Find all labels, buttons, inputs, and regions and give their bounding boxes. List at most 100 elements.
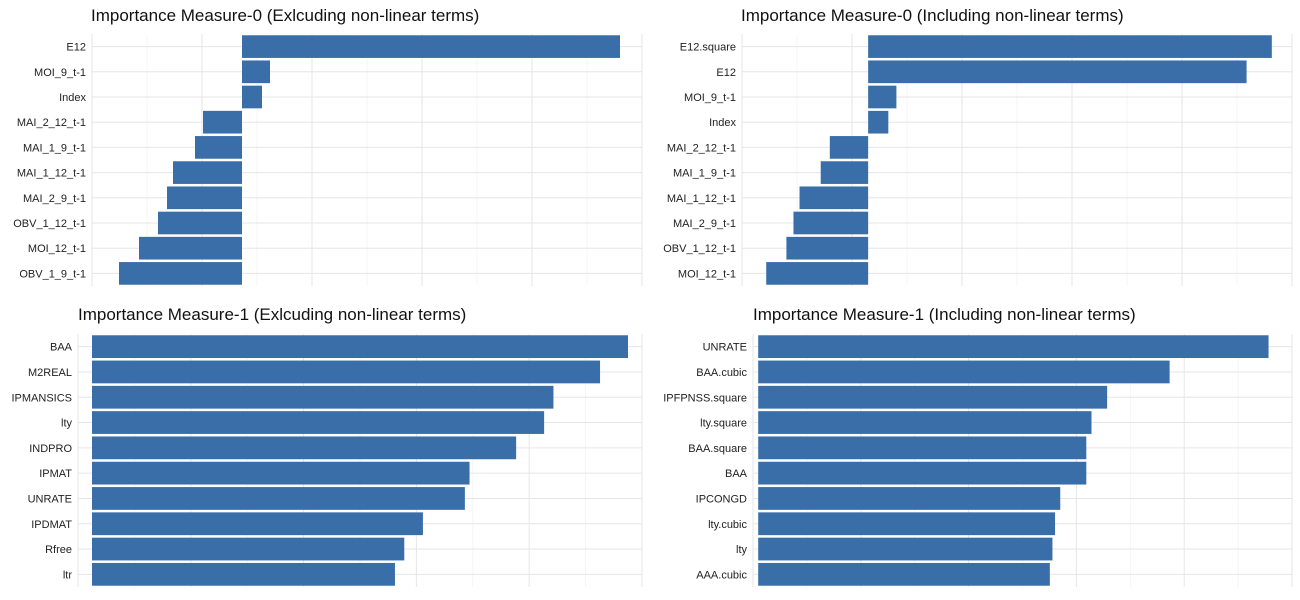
- chart-title: Importance Measure-1 (Including non-line…: [753, 305, 1136, 324]
- bar: [868, 60, 1247, 84]
- category-labels: UNRATE BAA.cubic IPFPNSS.square lty.square B…: [663, 342, 747, 582]
- bar: [820, 161, 869, 184]
- category-tick-label: MAI_2_9_t-1: [23, 193, 86, 205]
- bar: [758, 487, 1061, 510]
- bar: [91, 461, 470, 485]
- bar: [242, 60, 270, 84]
- bar: [758, 512, 1056, 536]
- category-tick-label: E12: [716, 67, 736, 79]
- bar: [242, 85, 262, 109]
- bar: [868, 35, 1272, 58]
- chart-panel-top-left: Importance Measure-0 (Exlcuding non-line…: [0, 0, 650, 300]
- chart-title: Importance Measure-1 (Exlcuding non-line…: [78, 305, 467, 324]
- bar-chart-plot: UNRATE BAA.cubic IPFPNSS.square lty.square B…: [663, 334, 1293, 587]
- bar-chart-plot: BAA M2REAL IPMANSICS lty INDPRO IPMAT UNRATE IP…: [11, 334, 643, 587]
- category-tick-label: BAA: [50, 342, 73, 354]
- bar: [167, 186, 242, 210]
- category-labels: E12.square E12 MOI_9_t-1 Index MAI_2_12_t-1 M…: [663, 42, 736, 281]
- bar: [91, 360, 601, 384]
- bar: [139, 236, 242, 260]
- category-tick-label: IPMANSICS: [11, 392, 72, 404]
- bar: [758, 411, 1092, 434]
- bar: [91, 411, 545, 434]
- bar: [758, 335, 1269, 359]
- category-tick-label: OBV_1_12_t-1: [663, 243, 736, 255]
- category-tick-label: MAI_1_12_t-1: [17, 168, 86, 180]
- bar: [758, 537, 1053, 561]
- bar: [758, 461, 1087, 485]
- bar: [793, 211, 869, 235]
- category-tick-label: INDPRO: [29, 443, 72, 455]
- bar: [766, 262, 869, 285]
- category-tick-label: lty.square: [700, 418, 747, 430]
- category-tick-label: AAA.cubic: [696, 569, 747, 581]
- category-tick-label: MAI_1_9_t-1: [23, 142, 86, 154]
- bar: [91, 487, 465, 510]
- bar-chart-plot: E12.square E12 MOI_9_t-1 Index MAI_2_12_t-1 M…: [663, 34, 1293, 286]
- chart-title: Importance Measure-0 (Exlcuding non-line…: [91, 6, 480, 25]
- category-tick-label: MAI_1_12_t-1: [667, 193, 736, 205]
- category-tick-label: Rfree: [45, 544, 72, 556]
- category-tick-label: lty: [61, 418, 73, 430]
- category-tick-label: E12: [66, 42, 86, 54]
- category-tick-label: MOI_9_t-1: [684, 92, 736, 104]
- bar: [758, 360, 1170, 384]
- category-tick-label: OBV_1_9_t-1: [19, 268, 86, 280]
- bar: [242, 35, 620, 58]
- bars: [766, 35, 1272, 285]
- chart-title: Importance Measure-0 (Including non-line…: [741, 6, 1124, 25]
- category-tick-label: BAA.square: [688, 443, 747, 455]
- bar: [758, 562, 1050, 586]
- bar: [799, 186, 869, 210]
- bar: [758, 385, 1108, 409]
- bars: [758, 335, 1269, 586]
- category-tick-label: MOI_12_t-1: [28, 243, 86, 255]
- bar: [758, 436, 1087, 460]
- bar: [91, 562, 395, 586]
- category-tick-label: IPFPNSS.square: [663, 392, 747, 404]
- category-tick-label: MAI_2_9_t-1: [673, 218, 736, 230]
- category-labels: BAA M2REAL IPMANSICS lty INDPRO IPMAT UNRATE IP…: [11, 342, 72, 582]
- bar: [158, 211, 242, 235]
- bar: [868, 110, 889, 134]
- category-tick-label: Index: [59, 92, 86, 104]
- category-labels: E12 MOI_9_t-1 Index MAI_2_12_t-1 MAI_1_9_t-1…: [13, 42, 86, 281]
- category-tick-label: BAA: [725, 468, 748, 480]
- category-tick-label: lty.cubic: [708, 519, 747, 531]
- bar: [91, 436, 517, 460]
- bar: [119, 262, 242, 285]
- category-tick-label: UNRATE: [28, 493, 72, 505]
- category-tick-label: UNRATE: [703, 342, 747, 354]
- category-tick-label: E12.square: [680, 42, 736, 54]
- bar: [829, 136, 869, 159]
- bar: [173, 161, 242, 184]
- category-tick-label: IPCONGD: [696, 493, 747, 505]
- bar-chart-plot: E12 MOI_9_t-1 Index MAI_2_12_t-1 MAI_1_9_t-1…: [13, 34, 643, 286]
- bar: [786, 236, 869, 260]
- category-tick-label: IPDMAT: [31, 519, 72, 531]
- bar: [91, 335, 629, 359]
- category-tick-label: MOI_9_t-1: [34, 67, 86, 79]
- bar: [203, 110, 242, 134]
- category-tick-label: OBV_1_12_t-1: [13, 218, 86, 230]
- chart-panel-bottom-left: Importance Measure-1 (Exlcuding non-line…: [0, 300, 650, 600]
- category-tick-label: BAA.cubic: [696, 367, 747, 379]
- bar: [91, 512, 423, 536]
- category-tick-label: IPMAT: [39, 468, 72, 480]
- bar: [195, 136, 242, 159]
- category-tick-label: ltr: [63, 569, 73, 581]
- category-tick-label: MAI_2_12_t-1: [17, 117, 86, 129]
- bars: [91, 335, 629, 586]
- chart-panel-top-right: Importance Measure-0 (Including non-line…: [650, 0, 1300, 300]
- category-tick-label: Index: [709, 117, 736, 129]
- bar: [91, 537, 405, 561]
- bar: [868, 85, 897, 109]
- bar: [91, 385, 554, 409]
- bars: [119, 35, 620, 285]
- chart-panel-bottom-right: Importance Measure-1 (Including non-line…: [650, 300, 1300, 600]
- category-tick-label: MOI_12_t-1: [678, 268, 736, 280]
- category-tick-label: lty: [736, 544, 748, 556]
- category-tick-label: M2REAL: [28, 367, 72, 379]
- category-tick-label: MAI_1_9_t-1: [673, 168, 736, 180]
- category-tick-label: MAI_2_12_t-1: [667, 142, 736, 154]
